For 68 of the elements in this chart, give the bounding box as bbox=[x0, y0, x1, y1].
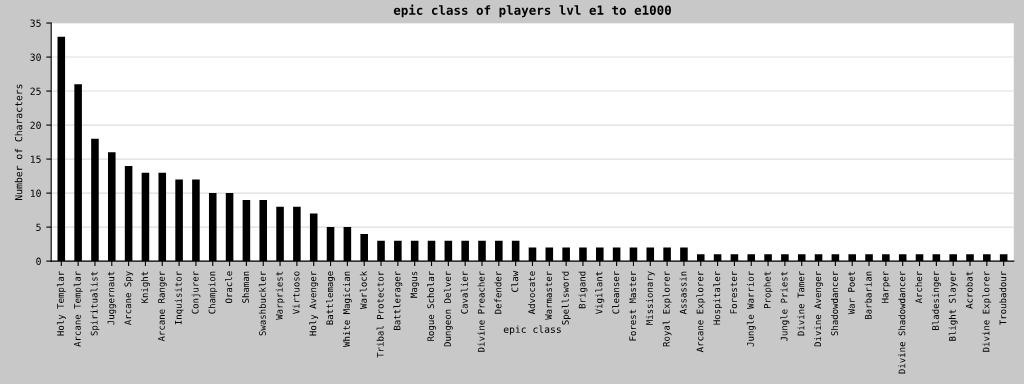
x-tick-label: Divine Shadowdancer bbox=[898, 271, 906, 374]
x-tick-label: Shaman bbox=[242, 271, 250, 303]
x-tick-label: Divine Explorer bbox=[982, 271, 992, 352]
x-tick-label: Virtuoso bbox=[292, 271, 300, 315]
x-tick-label: Forester bbox=[730, 271, 738, 314]
x-tick-label: Hospitaler bbox=[713, 271, 722, 325]
x-tick-label: Brigand bbox=[578, 271, 588, 309]
x-tick-label: Knight bbox=[141, 271, 150, 303]
x-tick-label: Inquisitor bbox=[174, 271, 184, 325]
y-axis-title: Number of Characters bbox=[14, 84, 23, 200]
y-tick-label: 25 bbox=[30, 87, 41, 95]
x-tick-label: Holy Templar bbox=[56, 271, 66, 336]
x-tick-label: Cleanser bbox=[612, 271, 620, 314]
x-tick-label: Battlerager bbox=[393, 271, 403, 330]
x-tick-label: Champion bbox=[208, 271, 218, 314]
x-tick-label: Blight Slayer bbox=[948, 271, 958, 341]
y-tick-label: 10 bbox=[30, 189, 41, 197]
x-tick-label: Acrobat bbox=[965, 271, 973, 309]
x-tick-label: Oracle bbox=[225, 271, 233, 303]
x-tick-label: Magus bbox=[410, 271, 420, 298]
x-tick-label: Divine Preacher bbox=[477, 271, 485, 352]
x-tick-label: War Poet bbox=[848, 271, 855, 315]
x-tick-label: White Magician bbox=[342, 271, 352, 347]
x-tick-label: Vigilant bbox=[595, 271, 605, 315]
x-tick-label: Arcane Ranger bbox=[158, 271, 167, 342]
x-tick-label: Spiritualist bbox=[90, 271, 100, 336]
x-tick-label: Divine Tamer bbox=[797, 271, 805, 336]
y-tick-label: 35 bbox=[30, 19, 41, 27]
x-tick-label: Assassin bbox=[679, 271, 687, 315]
y-tick-label: 15 bbox=[30, 155, 41, 163]
x-axis-title: epic class bbox=[503, 325, 561, 335]
x-tick-label: Archer bbox=[915, 271, 923, 304]
x-tick-label: Jungle Priest bbox=[780, 271, 790, 342]
x-tick-label: Divine Avenger bbox=[814, 271, 823, 347]
x-tick-label: Advocate bbox=[528, 271, 536, 315]
y-tick-label: 20 bbox=[30, 121, 41, 129]
x-tick-label: Arcane Spy bbox=[124, 271, 133, 326]
x-tick-label: Arcane Explorer bbox=[696, 271, 706, 353]
x-tick-label: Arcane Templar bbox=[73, 271, 83, 347]
x-tick-label: Swashbuckler bbox=[258, 271, 266, 336]
x-tick-label: Conjurer bbox=[191, 271, 201, 314]
x-tick-label: Harper bbox=[881, 271, 891, 303]
x-tick-label: Shadowdancer bbox=[831, 271, 839, 336]
chart-title: epic class of players lvl e1 to e1000 bbox=[393, 4, 671, 18]
x-tick-label: Bladesinger bbox=[931, 271, 941, 330]
x-tick-label: Tribal Protector bbox=[376, 271, 384, 358]
x-tick-label: Defender bbox=[494, 271, 502, 314]
x-tick-label: Prophet bbox=[763, 271, 773, 309]
y-tick-label: 0 bbox=[36, 257, 41, 265]
x-tick-label: Warpriest bbox=[275, 271, 285, 320]
x-tick-label: Warlock bbox=[359, 270, 367, 309]
x-tick-label: Jungle Warrior bbox=[746, 271, 756, 347]
x-tick-label: Troubadour bbox=[999, 271, 1007, 325]
x-tick-label: Dungeon Delver bbox=[443, 271, 453, 347]
x-tick-label: Royal Explorer bbox=[662, 271, 672, 347]
x-tick-label: Warmaster bbox=[545, 271, 552, 320]
x-tick-label: Missionary bbox=[645, 271, 655, 325]
y-tick-label: 5 bbox=[36, 223, 41, 231]
y-tick-label: 30 bbox=[30, 53, 41, 61]
x-tick-label: Spellsword bbox=[561, 271, 571, 325]
x-tick-label: Juggernaut bbox=[107, 271, 117, 325]
x-tick-label: Holy Avenger bbox=[309, 271, 319, 336]
x-tick-label: Cavalier bbox=[460, 271, 468, 314]
x-tick-label: Battlemage bbox=[326, 271, 335, 325]
x-tick-label: Barbarian bbox=[864, 271, 872, 320]
x-tick-label: Forest Master bbox=[629, 271, 637, 341]
x-tick-label: Claw bbox=[511, 270, 519, 292]
x-tick-label: Rogue Scholar bbox=[427, 271, 436, 341]
